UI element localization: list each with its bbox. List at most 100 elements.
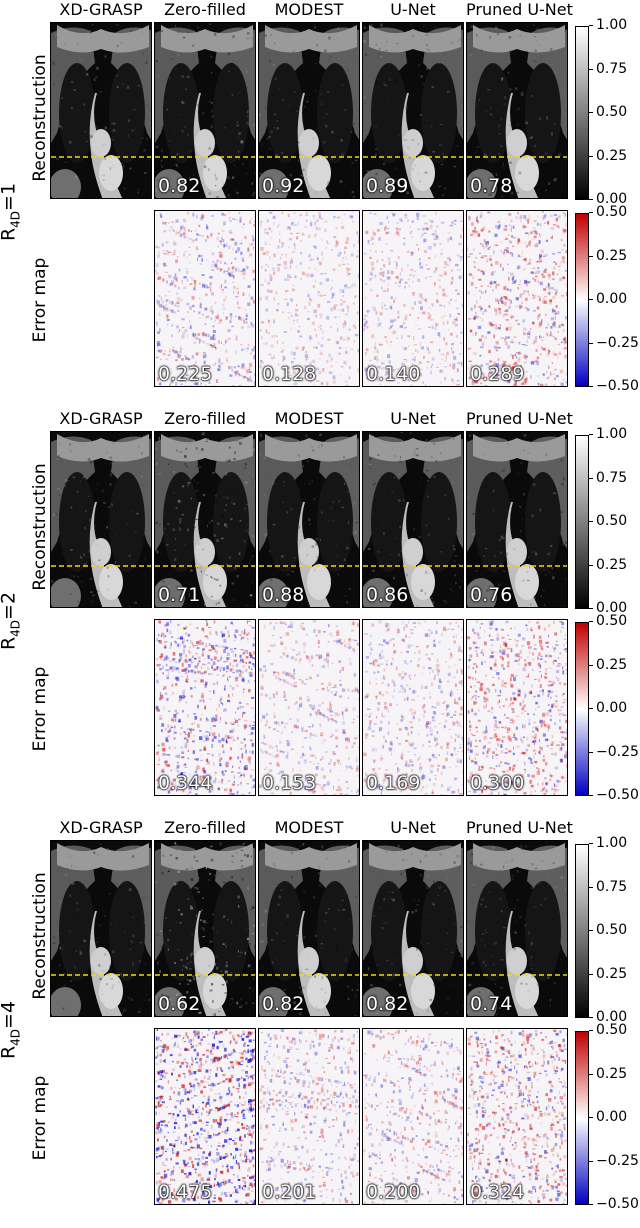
acceleration-label-suffix: =4	[0, 1000, 20, 1029]
reconstruction-panel: 0.89	[362, 22, 464, 199]
colorbar-tick: −0.50	[589, 378, 639, 394]
colorbar-tick: −0.50	[589, 1196, 639, 1212]
reconstruction-panel: 0.82	[154, 22, 256, 199]
colorbar-tick: 0.25	[588, 1065, 628, 1082]
colorbar-tick: 0.25	[588, 656, 628, 673]
error-map-image	[363, 1029, 463, 1204]
colorbar-tick: 0.50	[588, 922, 628, 938]
column-title: XD-GRASP	[59, 818, 143, 837]
reconstruction-image	[259, 23, 359, 198]
error-value: 0.140	[366, 363, 421, 386]
error-map-panel: 0.200	[362, 1028, 464, 1205]
colorbar-tick: 0.25	[588, 556, 628, 573]
error-map-panel: 0.140	[362, 210, 464, 387]
reconstruction-panel: 0.88	[258, 431, 360, 608]
column-title: MODEST	[274, 409, 344, 428]
error-map-image	[259, 211, 359, 386]
reconstruction-image	[467, 841, 567, 1016]
reconstruction-panel: 0.78	[466, 22, 568, 199]
colorbar-tick: 1.00	[588, 835, 628, 851]
colorbar-tick: 0.75	[588, 469, 628, 486]
column-title: Zero-filled	[164, 0, 246, 19]
column-title: Zero-filled	[164, 818, 246, 837]
colorbar-tick: 1.00	[588, 17, 628, 33]
reconstruction-panel: 0.86	[362, 431, 464, 608]
reconstruction-image	[51, 841, 151, 1016]
ssim-value: 0.88	[262, 584, 305, 607]
colorbar-tick: 0.75	[588, 878, 628, 895]
column-title: Zero-filled	[164, 409, 246, 428]
reconstruction-panel: 0.92	[258, 22, 360, 199]
colorbar-tick: 0.00	[588, 1109, 628, 1125]
ssim-value: 0.86	[366, 584, 409, 607]
column-title: MODEST	[274, 0, 344, 19]
reconstruction-panel: 0.71	[154, 431, 256, 608]
reconstruction-panel: 0.82	[362, 840, 464, 1017]
ssim-value: 0.82	[366, 993, 409, 1016]
colorbar-tick: −0.25	[589, 334, 639, 351]
reconstruction-panel: 0.82	[258, 840, 360, 1017]
error-value: 0.225	[158, 363, 213, 386]
colorbar-tick: 0.25	[588, 147, 628, 164]
error-value: 0.300	[470, 772, 525, 795]
column-title: Pruned U-Net	[466, 818, 573, 837]
ssim-value: 0.82	[158, 175, 201, 198]
reconstruction-colorbar	[575, 435, 589, 609]
column-title: U-Net	[390, 818, 436, 837]
colorbar-tick: 0.50	[588, 613, 628, 629]
reconstruction-image	[51, 23, 151, 198]
acceleration-label-sub: 4D	[8, 210, 23, 228]
colorbar-tick: 0.50	[588, 204, 628, 220]
colorbar-tick: 0.25	[588, 247, 628, 264]
colorbar-tick: −0.25	[589, 1152, 639, 1169]
error-colorbar	[575, 213, 589, 387]
error-map-image	[155, 211, 255, 386]
error-map-panel: 0.300	[466, 619, 568, 796]
ssim-value: 0.89	[366, 175, 409, 198]
colorbar-tick: 0.00	[588, 600, 628, 616]
reconstruction-image	[467, 23, 567, 198]
error-value: 0.324	[470, 1181, 525, 1204]
error-value: 0.200	[366, 1181, 421, 1204]
colorbar-tick: 0.00	[588, 191, 628, 207]
error-map-panel: 0.225	[154, 210, 256, 387]
error-map-image	[259, 1029, 359, 1204]
reconstruction-image	[363, 841, 463, 1016]
reconstruction-image	[155, 23, 255, 198]
colorbar-tick: 0.75	[588, 60, 628, 77]
reconstruction-panel: 0.74	[466, 840, 568, 1017]
error-map-panel: 0.201	[258, 1028, 360, 1205]
error-map-image	[363, 620, 463, 795]
error-map-panel: 0.169	[362, 619, 464, 796]
ssim-value: 0.62	[158, 993, 201, 1016]
error-map-image	[467, 620, 567, 795]
error-map-image	[155, 1029, 255, 1204]
error-value: 0.153	[262, 772, 317, 795]
error-value: 0.128	[262, 363, 317, 386]
error-map-panel: 0.324	[466, 1028, 568, 1205]
acceleration-label-suffix: =2	[0, 591, 20, 620]
error-map-image	[155, 620, 255, 795]
reconstruction-image	[363, 23, 463, 198]
error-value: 0.344	[158, 772, 213, 795]
acceleration-label-prefix: R	[0, 1046, 20, 1059]
ssim-value: 0.82	[262, 993, 305, 1016]
acceleration-label-sub: 4D	[8, 1028, 23, 1046]
reconstruction-image	[155, 841, 255, 1016]
reconstruction-panel	[50, 431, 152, 608]
error-map-image	[363, 211, 463, 386]
column-title: U-Net	[390, 0, 436, 19]
reconstruction-image	[467, 432, 567, 607]
column-title: U-Net	[390, 409, 436, 428]
error-value: 0.201	[262, 1181, 317, 1204]
colorbar-tick: −0.50	[589, 787, 639, 803]
reconstruction-image	[259, 841, 359, 1016]
ssim-value: 0.76	[470, 584, 513, 607]
reconstruction-image	[259, 432, 359, 607]
reconstruction-panel	[50, 22, 152, 199]
error-map-image	[467, 1029, 567, 1204]
error-colorbar	[575, 622, 589, 796]
